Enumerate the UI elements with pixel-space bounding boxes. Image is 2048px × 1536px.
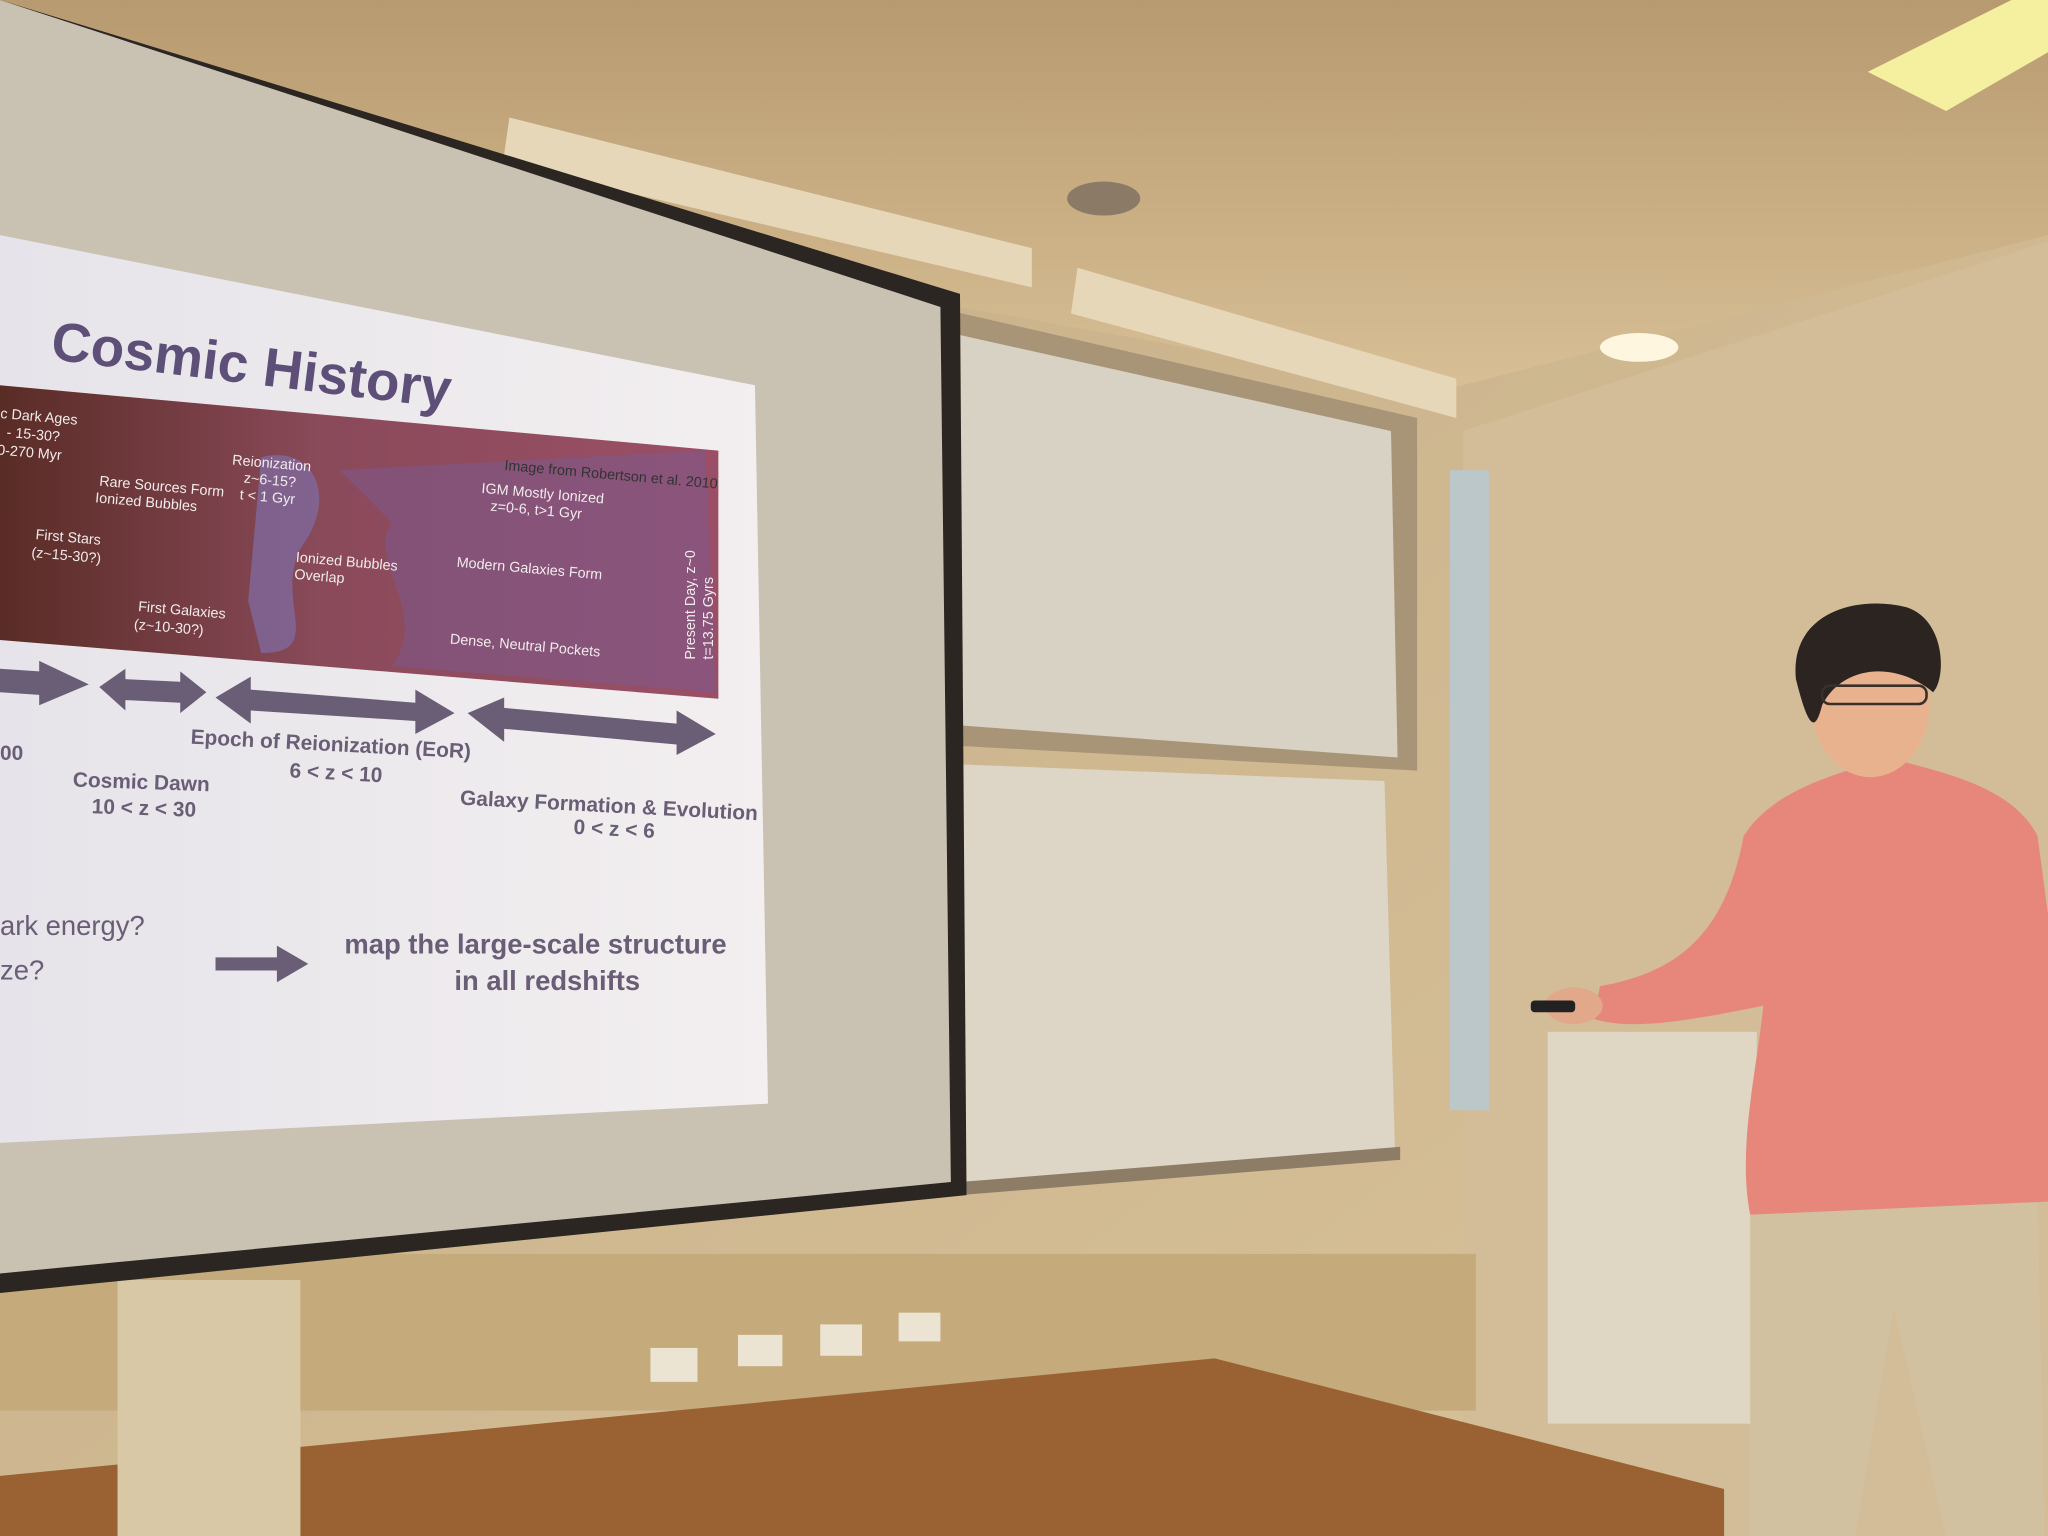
ceiling-vent: [1067, 181, 1141, 216]
arrow: [215, 945, 309, 983]
label: - 15-30?: [6, 425, 61, 446]
presenter: [1530, 603, 2048, 1536]
podium: [1547, 1031, 1757, 1424]
clicker: [1530, 1000, 1576, 1013]
label: z=0-6, t>1 Gyr: [490, 499, 583, 523]
glasses: [1820, 684, 1928, 706]
slide-image-bubbles: [248, 455, 320, 654]
ceiling: [0, 0, 2048, 392]
stage: [0, 1358, 1725, 1536]
question: ark energy?: [0, 910, 145, 941]
whiteboard: [953, 764, 1395, 1183]
label: (z~10-30?): [133, 617, 204, 639]
timeline-label: 6 < z < 10: [289, 759, 383, 787]
label: 0-270 Myr: [0, 442, 62, 464]
downlight: [1600, 333, 1679, 362]
label: Present Day, z~0: [683, 550, 699, 659]
label: z~6-15?: [243, 471, 297, 491]
outlet: [820, 1324, 863, 1356]
arrow: [215, 676, 455, 735]
answer: in all redshifts: [454, 965, 640, 996]
curtain: [1449, 470, 1489, 1111]
arrow: [467, 697, 716, 755]
timeline-label: Cosmic Dawn: [72, 769, 210, 797]
outlet: [898, 1312, 941, 1342]
shirt: [1593, 757, 2048, 1215]
outlet: [650, 1347, 698, 1382]
arrow: [99, 668, 207, 714]
label: Overlap: [294, 567, 345, 587]
light-fixture: [1071, 267, 1457, 418]
label: c Dark Ages: [0, 406, 78, 429]
timeline-label: 00: [0, 742, 23, 765]
label: First Stars: [35, 527, 102, 549]
label: (z~15-30?): [31, 545, 102, 567]
answer: map the large-scale structure: [344, 928, 726, 959]
timeline-label: 10 < z < 30: [91, 795, 196, 822]
label: t < 1 Gyr: [239, 487, 296, 508]
slide-image-bubbles: [339, 450, 716, 693]
label: First Galaxies: [137, 599, 226, 623]
question: ze?: [0, 955, 44, 986]
outlet: [737, 1334, 783, 1367]
marker-tray: [960, 1146, 1401, 1196]
label: Reionization: [232, 453, 312, 476]
arrow: [0, 660, 89, 706]
trousers: [1750, 1201, 2045, 1536]
screen-stand: [117, 1280, 301, 1536]
light-fixture: [502, 117, 1032, 288]
whiteboard: [950, 333, 1398, 758]
ceiling-light: [1867, 0, 2048, 112]
timeline-label: 0 < z < 6: [573, 816, 655, 843]
label: t=13.75 Gyrs: [701, 577, 717, 660]
timeline-arrows: [0, 660, 716, 755]
hair: [1795, 603, 1941, 723]
